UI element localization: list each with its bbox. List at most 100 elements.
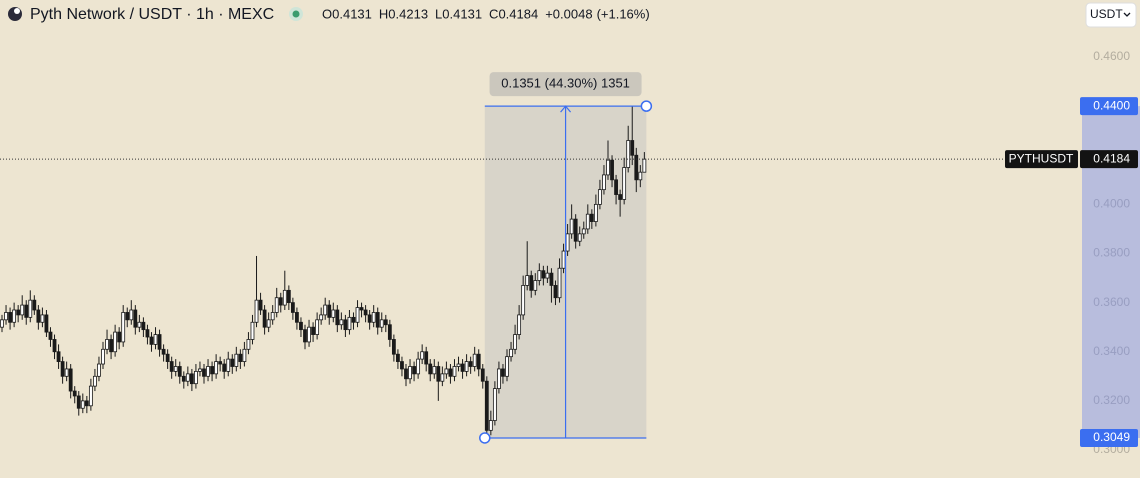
candle-body xyxy=(194,370,198,385)
candle-body xyxy=(359,307,364,311)
candle-body xyxy=(424,351,429,365)
candle-body xyxy=(153,334,158,345)
candle-body xyxy=(20,304,25,316)
candle-body xyxy=(214,361,219,375)
candle-body xyxy=(383,319,388,326)
legend-value: 0.4131 xyxy=(332,6,372,21)
candle-body xyxy=(521,285,526,316)
candle-body xyxy=(529,275,534,291)
candle-body xyxy=(541,270,546,279)
candle-body xyxy=(161,348,166,355)
candle-body xyxy=(44,314,49,333)
candle-body xyxy=(24,304,29,318)
range-handle xyxy=(640,100,653,112)
change-value: +0.0048 xyxy=(545,6,592,21)
candle-body xyxy=(553,285,558,299)
candle-body xyxy=(581,228,586,235)
candle-body xyxy=(440,373,445,382)
candle-body xyxy=(311,326,315,335)
candle-body xyxy=(266,319,271,328)
candle-body xyxy=(452,366,457,377)
candle-body xyxy=(125,312,130,321)
candle-body xyxy=(185,373,190,382)
candle-body xyxy=(270,312,275,321)
candle-body xyxy=(343,319,348,331)
candle-body xyxy=(585,213,590,230)
y-tick-label: 0.3800 xyxy=(1093,246,1130,260)
candle-body xyxy=(242,348,247,362)
candle-body xyxy=(618,194,623,200)
candle-body xyxy=(181,375,186,382)
legend-key: C xyxy=(489,6,498,21)
candle-body xyxy=(525,275,530,286)
candle-body xyxy=(484,380,489,431)
candle-body xyxy=(133,309,138,328)
legend-key: L xyxy=(435,6,442,21)
candle-body xyxy=(642,158,647,173)
plot-area: 0.1351 (44.30%) 1351 xyxy=(0,72,653,444)
range-handle xyxy=(479,432,491,444)
candle-body xyxy=(363,309,368,316)
candle-body xyxy=(121,312,126,343)
currency-label: USDT xyxy=(1090,7,1123,21)
candle-body xyxy=(379,319,384,328)
candle-body xyxy=(444,368,449,375)
candle-body xyxy=(16,309,21,316)
candle-body xyxy=(262,309,267,328)
range-high-tag xyxy=(1080,97,1138,116)
range-label-box xyxy=(489,72,642,97)
candle-body xyxy=(517,314,522,335)
status-dot xyxy=(292,10,300,18)
candle-body xyxy=(56,351,61,362)
range-low-tag xyxy=(1080,428,1138,447)
legend-key: O xyxy=(322,6,332,21)
candle-body xyxy=(145,329,150,338)
candle-body xyxy=(367,314,372,323)
candle-body xyxy=(327,304,332,318)
candle-body xyxy=(60,361,65,377)
y-tick-label: 0.3400 xyxy=(1093,344,1130,358)
candle-body xyxy=(404,368,408,380)
currency-button[interactable] xyxy=(1085,2,1137,28)
candle-body xyxy=(169,361,174,372)
candle-body xyxy=(472,353,477,367)
candle-body xyxy=(557,267,562,299)
candle-body xyxy=(371,312,376,323)
candle-body xyxy=(206,366,210,377)
legend-value: 0.4213 xyxy=(388,6,428,21)
candle-body xyxy=(577,233,582,242)
candle-body xyxy=(36,309,41,323)
range-low-label: 0.3049 xyxy=(1093,430,1130,444)
candle-body xyxy=(513,334,517,350)
candle-body xyxy=(258,299,263,311)
candle-body xyxy=(460,363,465,372)
candle-body xyxy=(630,140,635,156)
candle-body xyxy=(589,213,594,222)
candle-body xyxy=(177,366,182,377)
candle-body xyxy=(456,363,461,367)
candle-body xyxy=(476,353,481,370)
candle-body xyxy=(286,289,291,304)
candle-body xyxy=(278,297,283,306)
chart-title: Pyth Network / USDT · 1h · MEXC xyxy=(30,6,274,23)
candle-body xyxy=(614,179,618,195)
candle-body xyxy=(351,316,356,323)
candle-body xyxy=(347,316,352,331)
candle-body xyxy=(468,361,473,367)
candle-body xyxy=(408,366,412,380)
candle-body xyxy=(274,297,279,313)
candle-body xyxy=(509,348,513,358)
candle-body xyxy=(634,154,639,181)
candle-body xyxy=(335,309,340,326)
symbol-tag xyxy=(1005,150,1078,169)
candle-body xyxy=(129,309,134,321)
y-tick-label: 0.3600 xyxy=(1093,295,1130,309)
candle-body xyxy=(101,348,105,365)
candle-body xyxy=(432,366,437,375)
candle-body xyxy=(387,324,392,340)
candle-body xyxy=(295,312,299,323)
candle-body xyxy=(307,326,311,343)
last-price-tag xyxy=(1080,150,1138,169)
candle-body xyxy=(84,400,89,407)
